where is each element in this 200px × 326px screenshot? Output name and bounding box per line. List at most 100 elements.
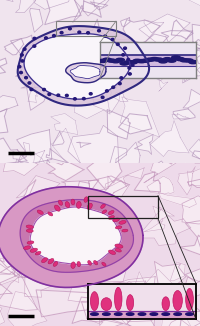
- Polygon shape: [93, 0, 121, 7]
- Polygon shape: [147, 176, 174, 194]
- Polygon shape: [123, 42, 164, 71]
- Polygon shape: [155, 161, 175, 182]
- Polygon shape: [43, 0, 81, 25]
- Polygon shape: [144, 220, 165, 232]
- Polygon shape: [158, 192, 196, 207]
- Polygon shape: [86, 311, 103, 324]
- Ellipse shape: [42, 258, 48, 263]
- Polygon shape: [151, 46, 170, 52]
- Ellipse shape: [71, 199, 75, 205]
- Polygon shape: [82, 301, 103, 319]
- Polygon shape: [180, 235, 200, 257]
- Polygon shape: [105, 168, 144, 187]
- Polygon shape: [192, 24, 200, 44]
- Polygon shape: [195, 152, 200, 163]
- Ellipse shape: [53, 261, 58, 266]
- Circle shape: [128, 73, 131, 75]
- Polygon shape: [83, 1, 101, 17]
- Circle shape: [60, 32, 63, 34]
- Circle shape: [131, 64, 134, 67]
- Ellipse shape: [119, 220, 126, 224]
- Polygon shape: [41, 260, 80, 281]
- Bar: [88, 196, 158, 218]
- Polygon shape: [188, 177, 200, 187]
- Polygon shape: [52, 131, 64, 145]
- Polygon shape: [0, 95, 18, 120]
- Ellipse shape: [88, 260, 92, 265]
- Circle shape: [65, 94, 68, 96]
- Polygon shape: [4, 38, 24, 55]
- Polygon shape: [16, 176, 60, 212]
- Polygon shape: [56, 146, 81, 165]
- Ellipse shape: [27, 241, 34, 244]
- Polygon shape: [43, 31, 80, 54]
- Polygon shape: [140, 306, 152, 310]
- Circle shape: [28, 82, 31, 84]
- Polygon shape: [10, 261, 37, 278]
- Polygon shape: [0, 138, 27, 167]
- Ellipse shape: [84, 197, 88, 202]
- Polygon shape: [109, 146, 127, 168]
- Ellipse shape: [115, 226, 122, 229]
- Polygon shape: [0, 187, 143, 288]
- Polygon shape: [44, 151, 84, 181]
- Polygon shape: [107, 303, 155, 326]
- Circle shape: [33, 45, 36, 47]
- Polygon shape: [62, 180, 99, 206]
- Polygon shape: [0, 258, 26, 276]
- Circle shape: [116, 43, 119, 45]
- Polygon shape: [0, 239, 19, 275]
- Polygon shape: [144, 20, 164, 33]
- Polygon shape: [71, 245, 91, 270]
- Ellipse shape: [94, 260, 98, 265]
- Polygon shape: [109, 39, 132, 57]
- Ellipse shape: [115, 244, 123, 248]
- Polygon shape: [88, 281, 146, 324]
- Polygon shape: [161, 31, 193, 53]
- Polygon shape: [134, 172, 160, 192]
- Polygon shape: [132, 47, 171, 75]
- Circle shape: [30, 88, 33, 91]
- Polygon shape: [54, 242, 69, 258]
- Circle shape: [101, 96, 104, 98]
- Polygon shape: [183, 68, 197, 83]
- Polygon shape: [72, 297, 118, 323]
- Polygon shape: [38, 248, 72, 268]
- Circle shape: [73, 98, 76, 100]
- Polygon shape: [71, 19, 108, 40]
- Polygon shape: [155, 73, 166, 81]
- Polygon shape: [51, 138, 86, 160]
- Polygon shape: [197, 54, 200, 65]
- Polygon shape: [106, 290, 119, 300]
- Polygon shape: [77, 182, 90, 193]
- Polygon shape: [136, 209, 191, 245]
- Circle shape: [18, 66, 21, 68]
- Polygon shape: [51, 113, 78, 135]
- Polygon shape: [50, 230, 81, 247]
- Polygon shape: [108, 277, 155, 322]
- Ellipse shape: [113, 218, 119, 222]
- Polygon shape: [24, 154, 57, 186]
- Polygon shape: [178, 166, 195, 195]
- Circle shape: [20, 71, 22, 74]
- Polygon shape: [51, 128, 83, 169]
- Polygon shape: [172, 113, 190, 119]
- Polygon shape: [25, 263, 59, 297]
- Polygon shape: [185, 259, 200, 283]
- Polygon shape: [98, 315, 122, 326]
- Ellipse shape: [26, 229, 33, 232]
- Polygon shape: [185, 311, 200, 326]
- Polygon shape: [3, 222, 34, 254]
- Circle shape: [127, 58, 130, 61]
- Polygon shape: [103, 272, 152, 298]
- Circle shape: [25, 77, 27, 79]
- Circle shape: [82, 97, 85, 100]
- Circle shape: [106, 90, 108, 92]
- Polygon shape: [24, 34, 130, 99]
- Polygon shape: [170, 262, 185, 281]
- Polygon shape: [127, 301, 155, 326]
- Polygon shape: [159, 79, 168, 91]
- Polygon shape: [18, 26, 149, 106]
- Polygon shape: [0, 257, 37, 278]
- Polygon shape: [70, 0, 115, 16]
